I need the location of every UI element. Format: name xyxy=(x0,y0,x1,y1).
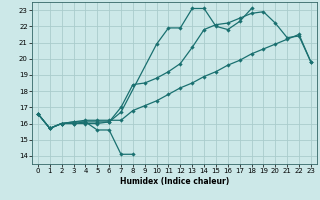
X-axis label: Humidex (Indice chaleur): Humidex (Indice chaleur) xyxy=(120,177,229,186)
